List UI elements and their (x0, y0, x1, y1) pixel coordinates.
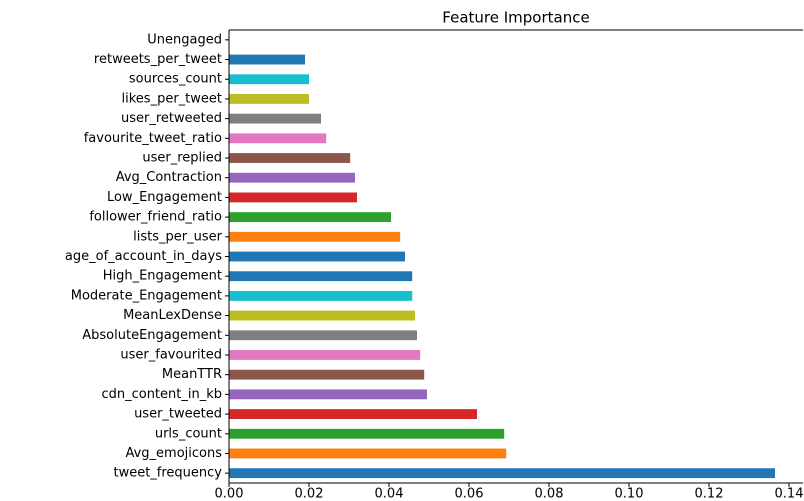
bar (229, 54, 305, 65)
bar (229, 350, 421, 360)
bar (229, 330, 417, 341)
bar (229, 113, 321, 124)
bar (229, 428, 505, 439)
y-tick-label: Unengaged (147, 32, 222, 47)
x-tick-label: 0.00 (215, 487, 244, 501)
x-tick-label: 0.14 (775, 487, 804, 501)
bar (229, 290, 413, 301)
bar (229, 153, 351, 163)
y-tick-label: Avg_emojicons (125, 446, 222, 461)
bar (229, 271, 413, 282)
bar (229, 251, 405, 262)
y-tick-label: tweet_frequency (113, 466, 222, 481)
bar (229, 133, 327, 144)
bar (229, 212, 391, 223)
y-tick-label: lists_per_user (133, 229, 222, 244)
y-tick-label: sources_count (129, 72, 222, 87)
y-tick-label: user_retweeted (121, 111, 222, 126)
x-tick-label: 0.04 (375, 487, 404, 501)
x-tick-label: 0.10 (615, 487, 644, 501)
bar (229, 468, 775, 479)
y-tick-label: favourite_tweet_ratio (84, 131, 222, 146)
y-tick-label: MeanLexDense (123, 308, 222, 323)
y-tick-label: age_of_account_in_days (65, 249, 222, 264)
bar (229, 448, 507, 459)
y-tick-label: Low_Engagement (107, 190, 222, 205)
y-tick-label: likes_per_tweet (122, 91, 222, 106)
bar (229, 389, 427, 400)
y-tick-label: retweets_per_tweet (94, 52, 222, 67)
x-tick-label: 0.02 (295, 487, 324, 501)
y-tick-label: MeanTTR (162, 367, 222, 382)
y-tick-label: follower_friend_ratio (89, 210, 222, 225)
y-tick-label: High_Engagement (103, 269, 222, 284)
y-tick-label: user_tweeted (134, 407, 222, 422)
x-tick-label: 0.08 (535, 487, 564, 501)
x-tick-label: 0.06 (455, 487, 484, 501)
bar (229, 94, 309, 104)
y-tick-label: AbsoluteEngagement (82, 328, 222, 343)
y-tick-label: urls_count (155, 426, 222, 441)
bar (229, 172, 355, 183)
bar (229, 369, 425, 380)
bar (229, 192, 357, 203)
y-tick-label: Avg_Contraction (116, 170, 222, 185)
bar (229, 74, 309, 85)
x-tick-label: 0.12 (695, 487, 724, 501)
bar (229, 310, 415, 321)
y-tick-label: user_replied (142, 151, 222, 166)
bar (229, 231, 401, 242)
chart-title: Feature Importance (442, 9, 589, 27)
bar (229, 409, 477, 419)
y-tick-label: Moderate_Engagement (71, 288, 222, 303)
y-tick-label: user_favourited (120, 347, 222, 362)
y-tick-label: cdn_content_in_kb (101, 387, 222, 402)
